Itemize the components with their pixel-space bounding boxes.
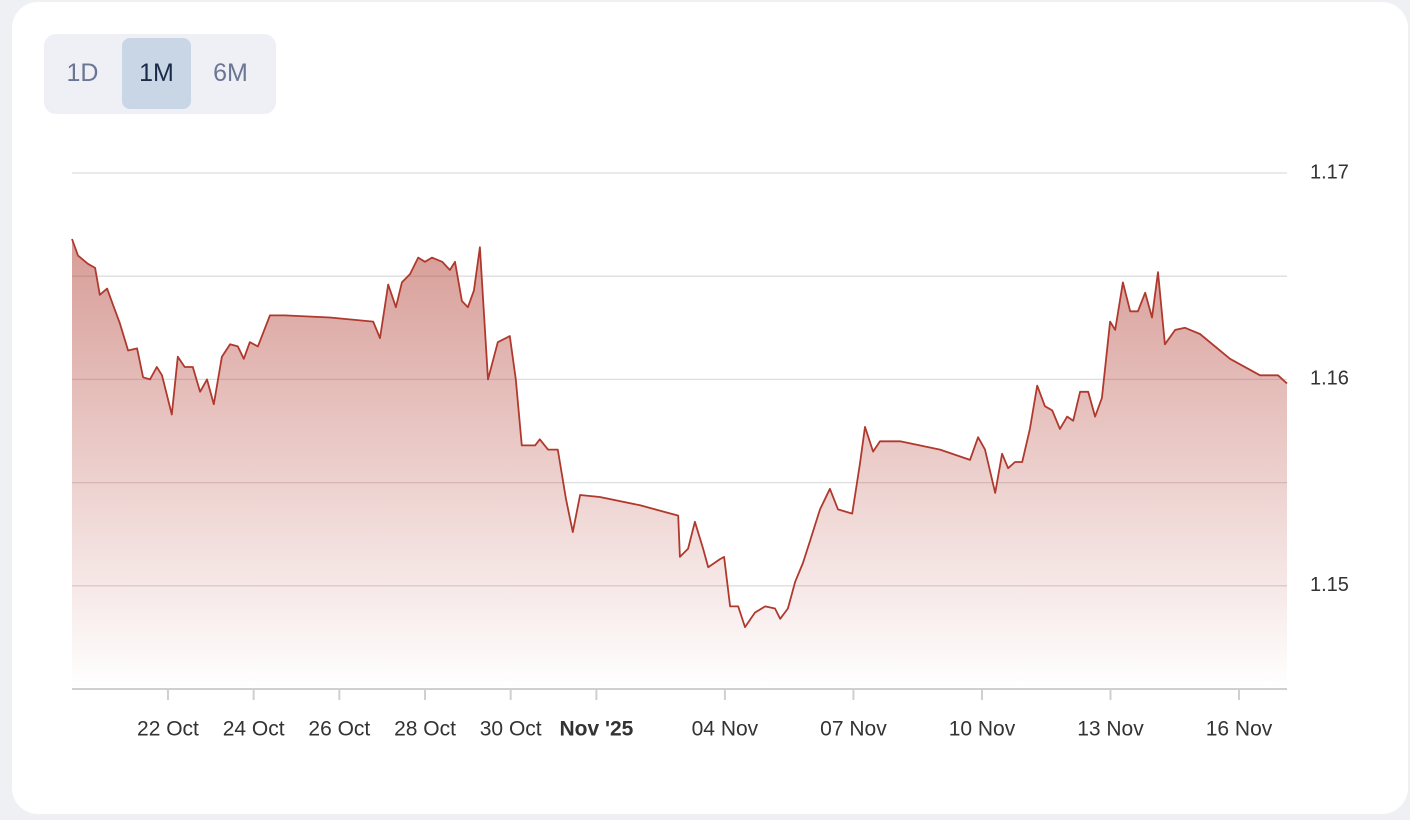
line xyxy=(71,238,1288,628)
x-tick-label: 13 Nov xyxy=(1077,718,1144,741)
range-selector: 1D 1M 6M xyxy=(44,34,276,114)
range-button[interactable]: 1M xyxy=(122,38,191,109)
x-tick-label: 28 Oct xyxy=(394,718,456,741)
x-tick-label: 30 Oct xyxy=(480,718,542,741)
range-button[interactable]: 6M xyxy=(213,59,248,87)
area xyxy=(72,239,1287,689)
range-button[interactable]: 1D xyxy=(66,59,99,87)
x-tick-label: 24 Oct xyxy=(223,718,285,741)
x-tick-label: 26 Oct xyxy=(308,718,370,741)
x-tick-label: 07 Nov xyxy=(820,718,887,741)
y-tick-label: 1.16 xyxy=(1310,368,1349,390)
x-tick-label: Nov '25 xyxy=(559,718,633,741)
x-tick-label: 22 Oct xyxy=(137,718,199,741)
x-tick-label: 16 Nov xyxy=(1206,718,1273,741)
x-tick-label: 04 Nov xyxy=(692,718,759,741)
y-tick-label: 1.17 xyxy=(1310,161,1349,183)
y-tick-label: 1.15 xyxy=(1310,574,1349,596)
x-tick-label: 10 Nov xyxy=(949,718,1016,741)
